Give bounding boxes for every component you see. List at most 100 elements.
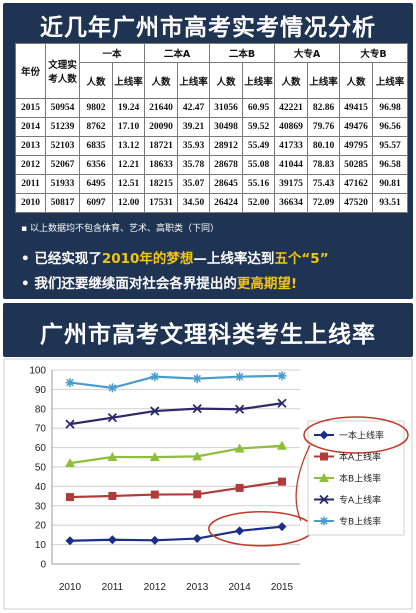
data-point	[149, 452, 160, 462]
data-point	[235, 526, 245, 536]
rate-cell: 96.58	[372, 155, 409, 175]
legend-marker	[319, 473, 329, 482]
count-cell: 49795	[339, 136, 374, 156]
data-point	[107, 383, 117, 393]
legend-label: 专B上线率	[339, 516, 381, 528]
table-row: 2012 52067 6356 12.21 18633 35.78 28678 55.08 41…	[15, 155, 409, 175]
rate-cell: 12.00	[111, 193, 146, 213]
data-point	[277, 440, 287, 450]
data-point	[108, 491, 117, 500]
count-header: 人数	[339, 62, 374, 99]
count-cell: 28912	[209, 136, 244, 156]
count-cell: 26424	[209, 193, 244, 213]
count-header: 人数	[274, 62, 309, 99]
count-cell: 41044	[274, 155, 309, 175]
data-point	[277, 398, 287, 408]
bullet-highlight: 五个“5”	[274, 251, 329, 267]
chart-title: 广州市高考文理科类考生上线率	[40, 322, 376, 348]
rate-cell: 55.08	[242, 155, 276, 175]
legend-marker	[319, 494, 329, 505]
x-tick-label: 2011	[102, 582, 124, 593]
rate-cell: 55.49	[242, 136, 276, 156]
year-cell: 2013	[15, 136, 46, 156]
count-cell: 28645	[209, 174, 244, 194]
series-line	[69, 374, 283, 389]
y-tick-label: 90	[35, 385, 47, 396]
bullet-text: 我们还要继续面对社会各界提出的	[34, 276, 237, 292]
data-point	[150, 372, 160, 382]
total-cell: 51239	[45, 117, 80, 137]
legend-marker	[319, 516, 329, 526]
count-cell: 6356	[79, 155, 113, 175]
rate-cell: 12.51	[111, 174, 146, 194]
count-cell: 6835	[79, 136, 113, 156]
series-line	[69, 444, 283, 465]
count-cell: 20090	[144, 117, 179, 137]
count-header: 人数	[79, 62, 113, 99]
table-row: 2011 51933 6495 12.51 18215 35.07 28645 55.16 39…	[15, 174, 409, 194]
data-point	[192, 451, 203, 461]
rate-cell: 34.50	[177, 193, 211, 213]
data-point	[107, 413, 118, 423]
stats-table: 年份 文理实考人数 一本 二本A 二本B 大专A 大专B 人数 上线率 人数 上…	[15, 43, 409, 213]
data-point	[65, 378, 75, 388]
series-line	[69, 525, 283, 542]
data-point	[107, 535, 117, 545]
table-header-row: 年份 文理实考人数 一本 二本A 二本B 大专A 大专B	[15, 43, 409, 99]
annotation-ellipse	[303, 416, 409, 454]
rate-cell: 13.12	[111, 136, 146, 156]
series-line	[69, 480, 283, 499]
data-point	[277, 371, 287, 381]
x-tick-label: 2010	[59, 582, 82, 593]
year-cell: 2015	[15, 98, 46, 118]
table-row: 2014 51239 8762 17.10 20090 39.21 30498 59.52 40…	[15, 117, 409, 137]
rate-cell: 75.43	[307, 174, 341, 194]
group-header: 二本B	[209, 43, 276, 63]
rate-header: 上线率	[307, 62, 341, 99]
rate-cell: 42.47	[177, 98, 211, 118]
legend-marker	[319, 430, 329, 440]
bullet-text: —上线率达到	[193, 251, 275, 267]
bullet-highlight: 更高期望!	[236, 276, 298, 292]
line-chart: 0 10 20 30 40 50 60 70 80 90 100 2010 2011 2012 2013 20…	[3, 358, 413, 610]
rate-cell: 39.21	[177, 117, 211, 137]
count-cell: 49476	[339, 117, 374, 137]
group-header: 二本A	[144, 43, 211, 63]
x-tick-label: 2013	[186, 582, 209, 593]
count-cell: 31056	[209, 98, 244, 118]
bullet-text: 已经实现了	[34, 251, 102, 267]
legend-label: 本A上线率	[339, 451, 381, 463]
count-cell: 6495	[79, 174, 113, 194]
rate-cell: 96.56	[372, 117, 409, 137]
count-cell: 21640	[144, 98, 179, 118]
rate-cell: 17.10	[111, 117, 146, 137]
rate-cell: 96.98	[372, 98, 409, 118]
rate-cell: 93.51	[372, 193, 409, 213]
count-cell: 47162	[339, 174, 374, 194]
total-cell: 52067	[45, 155, 80, 175]
count-cell: 41733	[274, 136, 309, 156]
data-point	[65, 419, 75, 429]
count-cell: 18633	[144, 155, 179, 175]
count-cell: 17531	[144, 193, 179, 213]
total-cell: 50817	[45, 193, 80, 213]
legend-label: 一本上线率	[339, 430, 384, 442]
data-point	[65, 458, 75, 468]
y-tick-label: 80	[35, 404, 47, 415]
rate-cell: 79.76	[307, 117, 341, 137]
y-tick-label: 20	[35, 521, 47, 532]
data-point	[234, 443, 245, 453]
data-point	[150, 406, 160, 416]
data-point	[66, 493, 74, 502]
count-cell: 36634	[274, 193, 309, 213]
data-point	[150, 535, 160, 545]
count-cell: 49415	[339, 98, 374, 118]
rate-header: 上线率	[177, 62, 211, 99]
rate-cell: 60.95	[242, 98, 276, 118]
data-point	[277, 522, 287, 532]
count-cell: 39175	[274, 174, 309, 194]
rate-cell: 80.10	[307, 136, 341, 156]
count-header: 人数	[144, 62, 179, 99]
rate-cell: 90.81	[372, 174, 409, 194]
year-cell: 2011	[15, 174, 46, 194]
